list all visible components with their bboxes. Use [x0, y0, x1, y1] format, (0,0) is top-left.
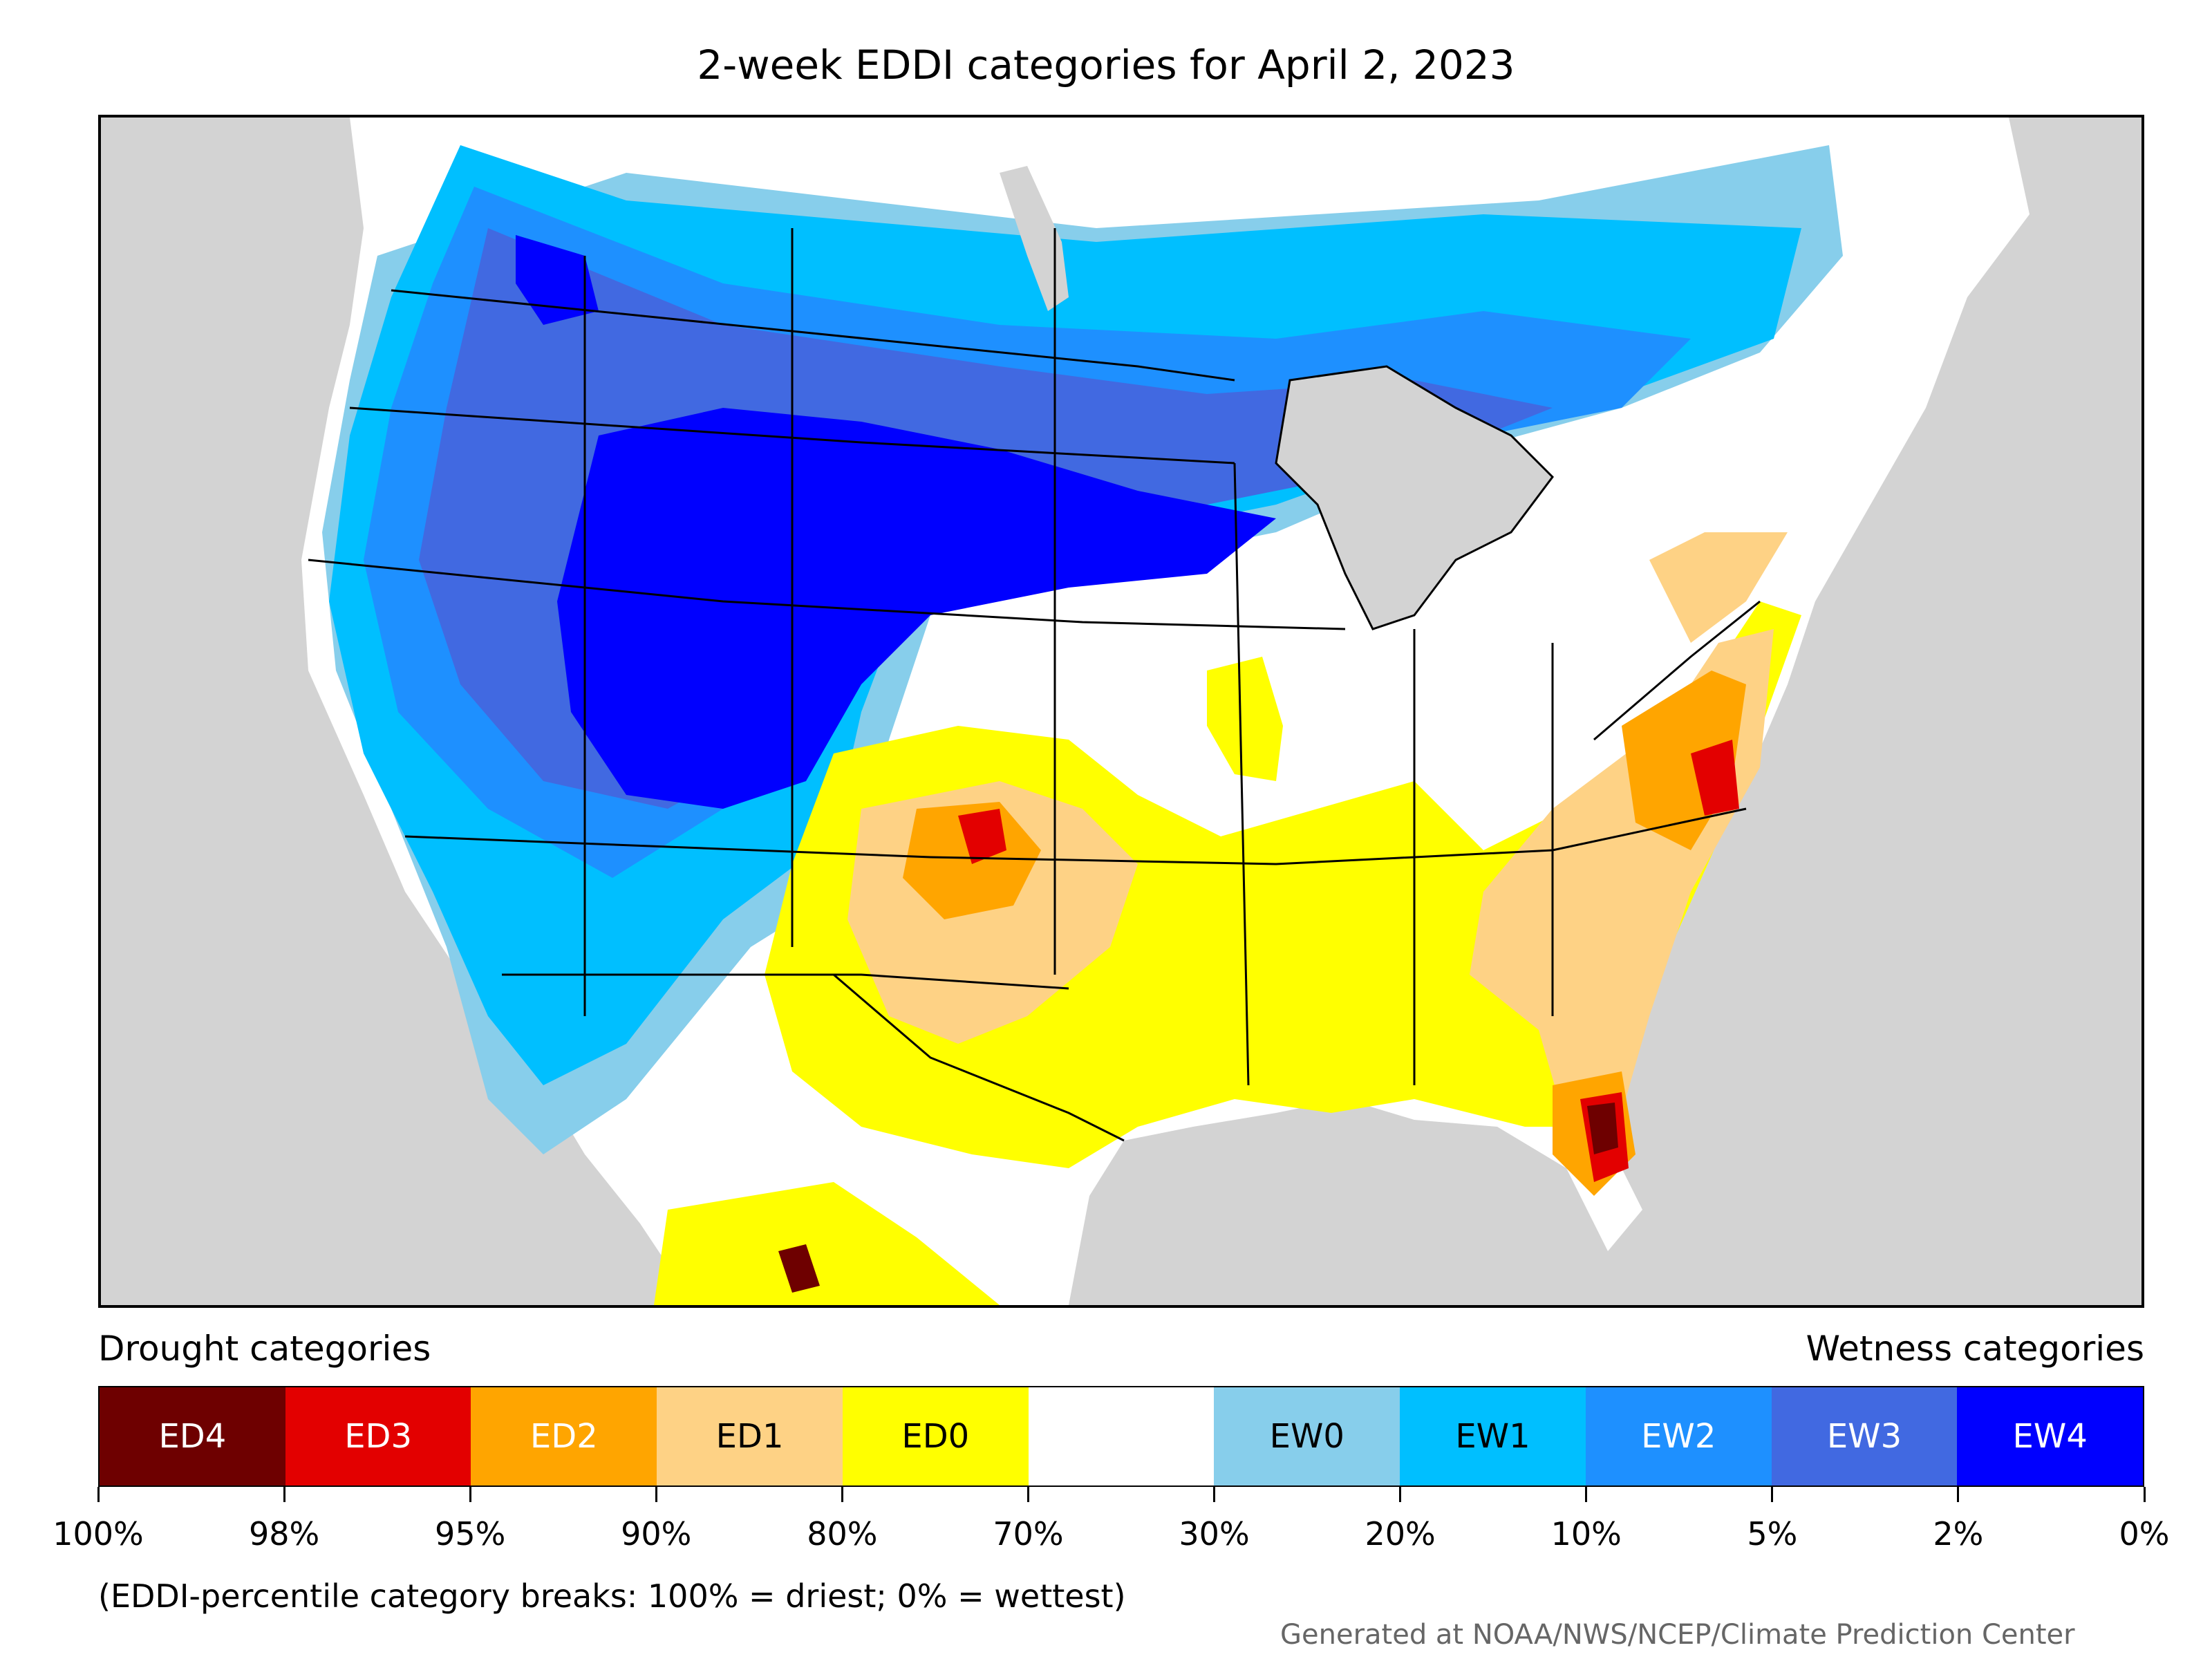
- colorbar-tick: [1585, 1487, 1588, 1502]
- legend-segment-ew0: EW0: [1214, 1387, 1400, 1485]
- wetness-categories-heading: Wetness categories: [1806, 1329, 2144, 1369]
- ed3-region-ok: [958, 809, 1006, 864]
- ed1-region-ne: [1649, 532, 1788, 643]
- colorbar-tick: [655, 1487, 657, 1502]
- colorbar-tick: [283, 1487, 285, 1502]
- colorbar-tick: [1771, 1487, 1774, 1502]
- lake-winnipeg: [1000, 166, 1069, 311]
- legend-segment-normal: [1028, 1387, 1215, 1485]
- colorbar-tick: [1027, 1487, 1029, 1502]
- legend-segment-ew1: EW1: [1400, 1387, 1586, 1485]
- ed4-region-mx: [778, 1244, 820, 1293]
- colorbar-tick-label: 20%: [1365, 1515, 1436, 1553]
- colorbar-tick: [1213, 1487, 1216, 1502]
- colorbar-tick: [469, 1487, 471, 1502]
- map-title: 2-week EDDI categories for April 2, 2023: [697, 41, 1515, 88]
- colorbar-tick: [2143, 1487, 2146, 1502]
- ed4-region-fl: [1587, 1103, 1618, 1154]
- legend-segment-ed2: ED2: [471, 1387, 657, 1485]
- credit-text: Generated at NOAA/NWS/NCEP/Climate Predi…: [1280, 1619, 2075, 1651]
- eddi-map: [98, 115, 2144, 1308]
- colorbar-tick-label: 70%: [993, 1515, 1064, 1553]
- legend-segment-ed0: ED0: [842, 1387, 1029, 1485]
- ed0-region-mx: [654, 1182, 1000, 1305]
- legend-segment-ed4: ED4: [100, 1387, 285, 1485]
- ed3-region-nc: [1691, 740, 1739, 816]
- colorbar-ticks: [97, 1487, 2146, 1508]
- legend-segment-ew2: EW2: [1585, 1387, 1772, 1485]
- legend-segment-ew3: EW3: [1771, 1387, 1958, 1485]
- colorbar-tick-label: 98%: [248, 1515, 320, 1553]
- percentile-note: (EDDI-percentile category breaks: 100% =…: [98, 1577, 1126, 1615]
- ed0-region-mo: [1207, 657, 1283, 781]
- political-borders: [308, 228, 1761, 1142]
- colorbar-tick-label: 80%: [807, 1515, 878, 1553]
- ew4-region: [557, 408, 1276, 809]
- category-colorbar: ED4 ED3 ED2 ED1 ED0 EW0 EW1 EW2 EW3 EW4: [98, 1386, 2144, 1487]
- map-canvas: [301, 118, 2030, 1305]
- colorbar-tick-label: 0%: [2119, 1515, 2170, 1553]
- colorbar-tick-label: 5%: [1747, 1515, 1798, 1553]
- ew4-region-north: [516, 235, 599, 325]
- colorbar-tick-label: 10%: [1550, 1515, 1622, 1553]
- great-lakes: [1275, 365, 1554, 630]
- colorbar-tick-label: 100%: [53, 1515, 144, 1553]
- colorbar-tick: [841, 1487, 843, 1502]
- drought-categories-heading: Drought categories: [98, 1329, 431, 1369]
- legend-segment-ed3: ED3: [285, 1387, 471, 1485]
- colorbar-tick-label: 95%: [435, 1515, 506, 1553]
- legend-segment-ed1: ED1: [657, 1387, 843, 1485]
- colorbar-tick-label: 2%: [1933, 1515, 1984, 1553]
- colorbar-tick-label: 30%: [1179, 1515, 1250, 1553]
- legend-segment-ew4: EW4: [1957, 1387, 2144, 1485]
- colorbar-tick: [1957, 1487, 1960, 1502]
- colorbar-tick-label: 90%: [621, 1515, 692, 1553]
- colorbar-tick: [97, 1487, 100, 1502]
- colorbar-tick: [1399, 1487, 1402, 1502]
